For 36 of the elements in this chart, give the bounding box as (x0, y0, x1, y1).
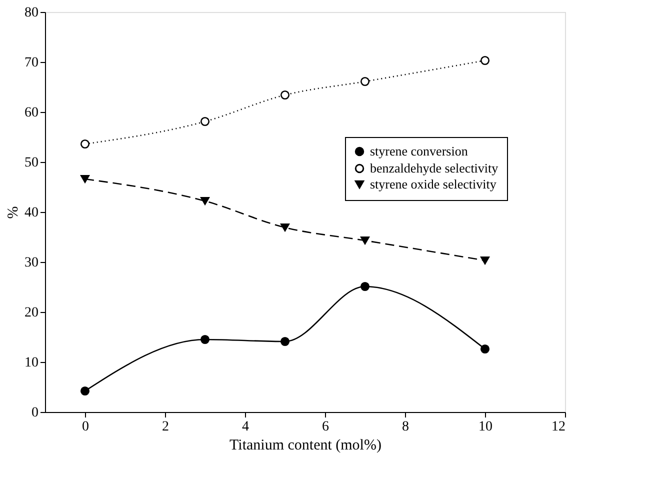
y-tick-label: 20 (24, 306, 38, 320)
point (80, 174, 90, 184)
point (80, 386, 90, 396)
x-axis-title: Titanium content (mol%) (230, 438, 382, 454)
x-tick-label: 10 (478, 420, 492, 434)
y-tick-label: 60 (24, 106, 38, 120)
point (200, 334, 210, 344)
x-tick-label: 0 (82, 420, 89, 434)
point (360, 282, 370, 292)
point (280, 336, 290, 346)
point (480, 56, 490, 66)
x-tick-label: 2 (162, 420, 169, 434)
legend-label: styrene oxide selectivity (370, 176, 497, 192)
point (280, 90, 290, 100)
point (200, 196, 210, 206)
y-tick-label: 80 (24, 6, 38, 20)
y-tick-label: 10 (24, 356, 38, 370)
y-axis-title: % (6, 206, 22, 219)
x-tick-label: 12 (552, 420, 566, 434)
point (80, 139, 90, 149)
x-tick-label: 4 (242, 420, 249, 434)
x-tick-label: 6 (322, 420, 329, 434)
y-tick-label: 30 (24, 256, 38, 270)
y-tick-label: 40 (24, 206, 38, 220)
point (280, 223, 290, 232)
point (360, 236, 370, 245)
y-tick-label: 50 (24, 156, 38, 170)
y-tick-label: 70 (24, 56, 38, 70)
point (200, 116, 210, 126)
x-tick-label: 8 (402, 420, 409, 434)
legend-label: benzaldehyde selectivity (370, 160, 499, 176)
point (360, 76, 370, 86)
point (480, 256, 490, 265)
point (480, 344, 490, 354)
legend-label: styrene conversion (370, 144, 468, 158)
y-tick-label: 0 (32, 406, 38, 420)
